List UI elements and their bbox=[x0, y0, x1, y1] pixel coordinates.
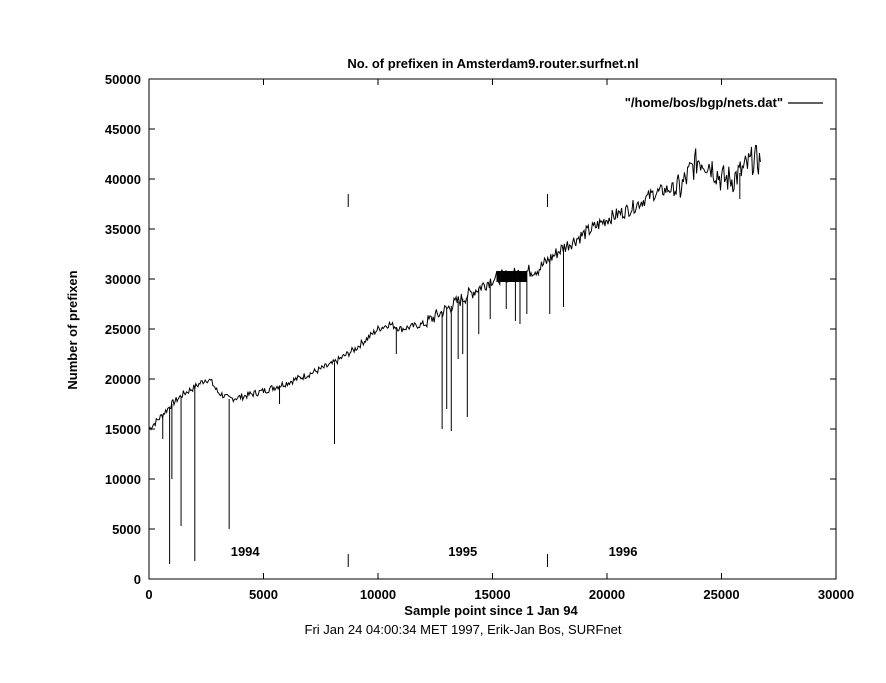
y-tick-label: 35000 bbox=[105, 222, 141, 237]
data-series bbox=[148, 144, 761, 431]
y-tick-label: 30000 bbox=[105, 272, 141, 287]
y-tick-label: 25000 bbox=[105, 322, 141, 337]
x-tick-label: 30000 bbox=[818, 587, 854, 602]
y-tick-label: 10000 bbox=[105, 472, 141, 487]
x-tick-label: 25000 bbox=[703, 587, 739, 602]
y-tick-label: 45000 bbox=[105, 122, 141, 137]
x-axis-title: Sample point since 1 Jan 94 bbox=[404, 603, 578, 618]
series-line-nets bbox=[148, 144, 761, 431]
y-tick-label: 50000 bbox=[105, 72, 141, 87]
legend-label: "/home/bos/bgp/nets.dat" bbox=[625, 95, 783, 110]
y-tick-label: 15000 bbox=[105, 422, 141, 437]
plot-frame bbox=[148, 78, 837, 580]
year-label: 1996 bbox=[609, 544, 638, 559]
legend: "/home/bos/bgp/nets.dat" bbox=[625, 95, 823, 110]
year-markers: 1994 1995 1996 bbox=[231, 194, 638, 567]
x-tick-label: 15000 bbox=[474, 587, 510, 602]
y-tick-label: 20000 bbox=[105, 372, 141, 387]
data-dips bbox=[162, 173, 741, 564]
x-tick-label: 10000 bbox=[360, 587, 396, 602]
y-tick-label: 40000 bbox=[105, 172, 141, 187]
footer-credit: Fri Jan 24 04:00:34 MET 1997, Erik-Jan B… bbox=[305, 622, 622, 637]
x-tick-label: 5000 bbox=[249, 587, 278, 602]
x-tick-label: 0 bbox=[145, 587, 152, 602]
y-axis-title: Number of prefixen bbox=[65, 270, 80, 389]
year-label: 1994 bbox=[231, 544, 261, 559]
year-label: 1995 bbox=[448, 544, 477, 559]
y-tick-label: 5000 bbox=[112, 522, 141, 537]
chart-title: No. of prefixen in Amsterdam9.router.sur… bbox=[347, 56, 638, 71]
y-tick-label: 0 bbox=[134, 572, 141, 587]
axis-ticks: 0 5000 10000 15000 20000 25000 30000 0 5000 10000… bbox=[105, 72, 854, 602]
x-tick-label: 20000 bbox=[589, 587, 625, 602]
